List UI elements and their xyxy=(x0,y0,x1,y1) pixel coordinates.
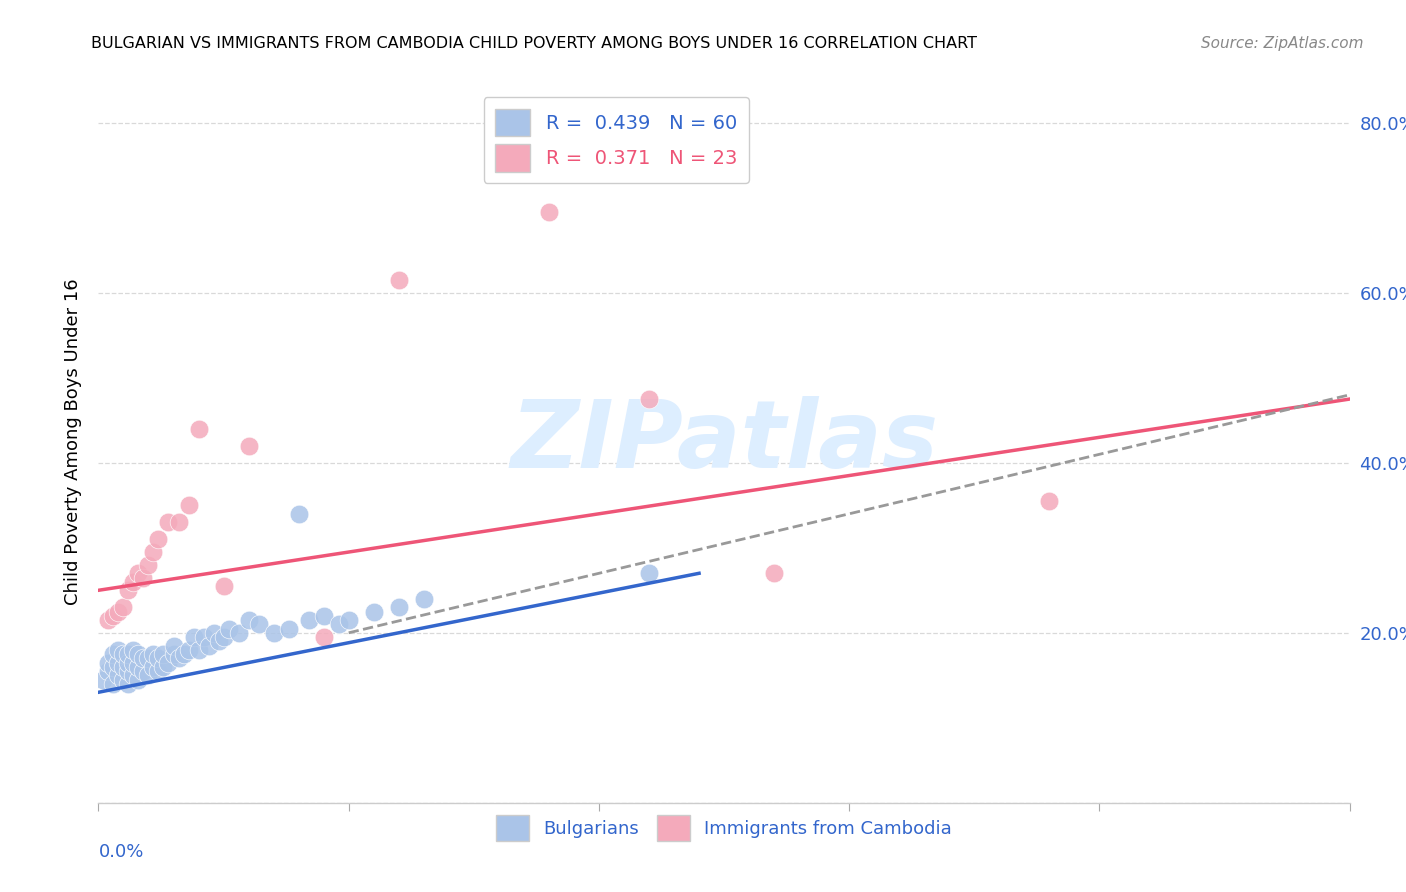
Point xyxy=(537,205,560,219)
Point xyxy=(103,647,125,661)
Text: BULGARIAN VS IMMIGRANTS FROM CAMBODIA CHILD POVERTY AMONG BOYS UNDER 16 CORRELAT: BULGARIAN VS IMMIGRANTS FROM CAMBODIA CH… xyxy=(91,36,977,51)
Point xyxy=(187,642,209,657)
Point xyxy=(103,677,125,691)
Point xyxy=(112,660,135,674)
Point xyxy=(93,673,115,687)
Point xyxy=(363,605,385,619)
Point xyxy=(287,507,309,521)
Point xyxy=(112,647,135,661)
Point xyxy=(117,647,139,661)
Point xyxy=(127,660,149,674)
Point xyxy=(238,613,260,627)
Point xyxy=(187,422,209,436)
Point xyxy=(763,566,786,581)
Point xyxy=(132,651,155,665)
Point xyxy=(177,642,200,657)
Point xyxy=(157,656,180,670)
Point xyxy=(212,579,235,593)
Point xyxy=(193,630,215,644)
Point xyxy=(162,639,184,653)
Point xyxy=(142,545,165,559)
Point xyxy=(107,642,129,657)
Point xyxy=(112,673,135,687)
Point xyxy=(412,591,434,606)
Point xyxy=(638,392,661,406)
Point xyxy=(298,613,321,627)
Point xyxy=(152,647,174,661)
Point xyxy=(122,642,145,657)
Point xyxy=(138,558,160,572)
Point xyxy=(127,647,149,661)
Point xyxy=(167,516,190,530)
Point xyxy=(97,664,120,678)
Point xyxy=(107,668,129,682)
Text: 0.0%: 0.0% xyxy=(98,843,143,861)
Point xyxy=(167,651,190,665)
Point xyxy=(337,613,360,627)
Text: Source: ZipAtlas.com: Source: ZipAtlas.com xyxy=(1201,36,1364,51)
Point xyxy=(97,656,120,670)
Point xyxy=(142,660,165,674)
Text: ZIPatlas: ZIPatlas xyxy=(510,395,938,488)
Point xyxy=(117,664,139,678)
Point xyxy=(132,570,155,584)
Point xyxy=(132,664,155,678)
Point xyxy=(238,439,260,453)
Point xyxy=(103,660,125,674)
Y-axis label: Child Poverty Among Boys Under 16: Child Poverty Among Boys Under 16 xyxy=(63,278,82,605)
Legend: Bulgarians, Immigrants from Cambodia: Bulgarians, Immigrants from Cambodia xyxy=(489,808,959,848)
Point xyxy=(117,677,139,691)
Point xyxy=(127,566,149,581)
Point xyxy=(138,651,160,665)
Point xyxy=(112,600,135,615)
Point xyxy=(157,516,180,530)
Point xyxy=(312,608,335,623)
Point xyxy=(107,656,129,670)
Point xyxy=(388,273,411,287)
Point xyxy=(207,634,229,648)
Point xyxy=(117,656,139,670)
Point xyxy=(247,617,270,632)
Point xyxy=(312,630,335,644)
Point xyxy=(107,605,129,619)
Point xyxy=(173,647,195,661)
Point xyxy=(122,668,145,682)
Point xyxy=(148,533,170,547)
Point xyxy=(183,630,205,644)
Point xyxy=(97,613,120,627)
Point xyxy=(127,673,149,687)
Point xyxy=(152,660,174,674)
Point xyxy=(148,651,170,665)
Point xyxy=(228,625,250,640)
Point xyxy=(103,608,125,623)
Point xyxy=(138,668,160,682)
Point xyxy=(117,583,139,598)
Point xyxy=(328,617,350,632)
Point xyxy=(122,574,145,589)
Point xyxy=(218,622,240,636)
Point xyxy=(212,630,235,644)
Point xyxy=(277,622,299,636)
Point xyxy=(202,625,225,640)
Point xyxy=(638,566,661,581)
Point xyxy=(162,647,184,661)
Point xyxy=(388,600,411,615)
Point xyxy=(177,498,200,512)
Point xyxy=(148,664,170,678)
Point xyxy=(122,656,145,670)
Point xyxy=(142,647,165,661)
Point xyxy=(197,639,219,653)
Point xyxy=(1038,494,1060,508)
Point xyxy=(263,625,285,640)
